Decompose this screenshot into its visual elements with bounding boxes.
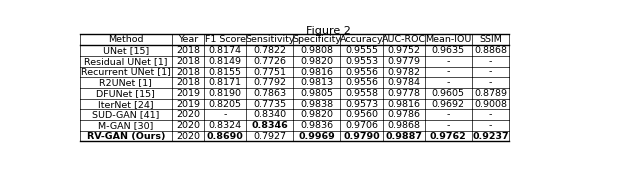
Text: 0.9790: 0.9790 [343,132,380,141]
Text: -: - [447,57,450,66]
Text: 0.9553: 0.9553 [345,57,378,66]
Text: Mean-IOU: Mean-IOU [425,35,472,44]
Text: 0.9573: 0.9573 [345,100,378,109]
Text: 0.9816: 0.9816 [387,100,420,109]
Text: Figure 2: Figure 2 [305,26,351,36]
Text: Accuracy: Accuracy [340,35,383,44]
Text: -: - [489,110,492,119]
Text: 2019: 2019 [176,100,200,109]
Text: 0.8324: 0.8324 [209,121,242,130]
Text: 0.9782: 0.9782 [387,68,420,77]
Text: 0.9868: 0.9868 [387,121,420,130]
Text: Year: Year [178,35,198,44]
Text: 0.9820: 0.9820 [300,57,333,66]
Text: 0.8190: 0.8190 [209,89,241,98]
Text: -: - [489,78,492,87]
Text: -: - [223,110,227,119]
Text: 0.9887: 0.9887 [385,132,422,141]
Text: 2020: 2020 [176,121,200,130]
Text: 0.9808: 0.9808 [300,46,333,55]
Text: 0.7863: 0.7863 [253,89,286,98]
Text: 0.8868: 0.8868 [474,46,507,55]
Text: 0.9779: 0.9779 [387,57,420,66]
Text: 2018: 2018 [176,46,200,55]
Text: 0.9836: 0.9836 [300,121,333,130]
Text: 0.9805: 0.9805 [300,89,333,98]
Text: UNet [15]: UNet [15] [103,46,149,55]
Text: Specificity: Specificity [292,35,341,44]
Text: 0.9558: 0.9558 [345,89,378,98]
Text: 0.8149: 0.8149 [209,57,241,66]
Text: SUD-GAN [41]: SUD-GAN [41] [92,110,159,119]
Text: -: - [447,68,450,77]
Text: M-GAN [30]: M-GAN [30] [98,121,154,130]
Text: 0.9786: 0.9786 [387,110,420,119]
Text: Method: Method [108,35,143,44]
Text: 0.7735: 0.7735 [253,100,286,109]
Text: 0.9820: 0.9820 [300,110,333,119]
Text: 0.9008: 0.9008 [474,100,507,109]
Text: 2019: 2019 [176,89,200,98]
Text: 0.8205: 0.8205 [209,100,241,109]
Text: 0.7792: 0.7792 [253,78,286,87]
Text: 0.9692: 0.9692 [432,100,465,109]
Text: 0.9706: 0.9706 [345,121,378,130]
Text: 2020: 2020 [176,132,200,141]
Text: F1 Score: F1 Score [205,35,246,44]
Text: 0.9752: 0.9752 [387,46,420,55]
Text: 0.9813: 0.9813 [300,78,333,87]
Text: SSIM: SSIM [479,35,502,44]
Text: 0.7927: 0.7927 [253,132,286,141]
Text: -: - [447,78,450,87]
Text: RV-GAN (Ours): RV-GAN (Ours) [86,132,165,141]
Text: -: - [447,121,450,130]
Text: Residual UNet [1]: Residual UNet [1] [84,57,168,66]
Text: 0.9555: 0.9555 [345,46,378,55]
Text: 2018: 2018 [176,68,200,77]
Text: 0.9762: 0.9762 [430,132,467,141]
Text: 0.7726: 0.7726 [253,57,286,66]
Text: 0.7751: 0.7751 [253,68,286,77]
Text: Recurrent UNet [1]: Recurrent UNet [1] [81,68,171,77]
Text: 2018: 2018 [176,78,200,87]
Text: IterNet [24]: IterNet [24] [98,100,154,109]
Text: 0.8346: 0.8346 [252,121,288,130]
Text: 0.9784: 0.9784 [387,78,420,87]
Text: -: - [447,110,450,119]
Text: 0.9969: 0.9969 [298,132,335,141]
Text: 0.9556: 0.9556 [345,68,378,77]
Text: DFUNet [15]: DFUNet [15] [97,89,156,98]
Text: 0.8174: 0.8174 [209,46,241,55]
Text: 0.8171: 0.8171 [209,78,241,87]
Text: 0.9560: 0.9560 [345,110,378,119]
Text: AUC-ROC: AUC-ROC [381,35,426,44]
Text: 2020: 2020 [176,110,200,119]
Text: 0.8340: 0.8340 [253,110,286,119]
Text: 0.8155: 0.8155 [209,68,241,77]
Text: 0.9816: 0.9816 [300,68,333,77]
Text: 0.9838: 0.9838 [300,100,333,109]
Text: -: - [489,121,492,130]
Text: 0.9556: 0.9556 [345,78,378,87]
Text: 0.9635: 0.9635 [432,46,465,55]
Text: 0.9237: 0.9237 [472,132,509,141]
Text: 0.8690: 0.8690 [207,132,243,141]
Text: -: - [489,57,492,66]
Text: 0.7822: 0.7822 [253,46,286,55]
Text: Sensitivity: Sensitivity [245,35,294,44]
Text: 2018: 2018 [176,57,200,66]
Text: 0.9605: 0.9605 [432,89,465,98]
Text: 0.8789: 0.8789 [474,89,507,98]
Text: R2UNet [1]: R2UNet [1] [99,78,152,87]
Text: 0.9778: 0.9778 [387,89,420,98]
Text: -: - [489,68,492,77]
